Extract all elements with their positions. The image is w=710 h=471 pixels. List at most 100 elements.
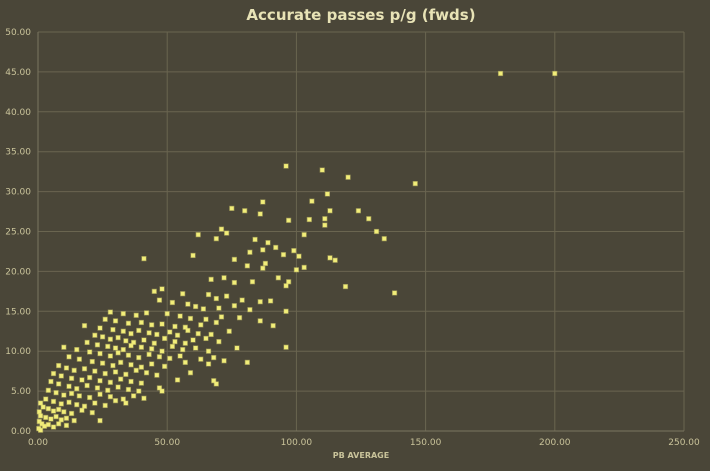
scatter-point: [366, 216, 372, 222]
scatter-point: [48, 416, 54, 422]
scatter-point: [159, 348, 165, 354]
scatter-point: [66, 399, 72, 405]
scatter-point: [99, 360, 106, 366]
scatter-point: [177, 313, 183, 319]
x-tick-label: 50.00: [154, 438, 180, 448]
scatter-point: [195, 331, 201, 337]
gridlines: [37, 31, 685, 432]
x-tick-label: 250.00: [668, 438, 700, 448]
scatter-point: [53, 390, 59, 396]
scatter-point: [105, 387, 111, 393]
scatter-point: [208, 331, 214, 338]
scatter-point: [205, 291, 212, 298]
scatter-point: [138, 364, 144, 370]
scatter-point: [154, 331, 160, 338]
scatter-point: [174, 377, 181, 383]
scatter-point: [497, 70, 504, 77]
scatter-point: [56, 421, 62, 427]
scatter-point: [125, 386, 132, 393]
y-tick-label: 15.00: [5, 307, 31, 317]
scatter-point: [213, 295, 219, 302]
scatter-point: [267, 298, 274, 304]
scatter-point: [229, 205, 235, 211]
x-tick-label: 0.00: [28, 438, 48, 448]
y-tick-label: 35.00: [5, 148, 31, 158]
scatter-point: [198, 322, 204, 328]
scatter-point: [234, 345, 240, 351]
scatter-point: [102, 402, 108, 409]
scatter-point: [71, 367, 77, 373]
scatter-point: [322, 222, 328, 228]
scatter-point: [231, 303, 237, 309]
scatter-point: [107, 309, 113, 315]
scatter-point: [275, 275, 281, 281]
scatter-point: [107, 353, 113, 359]
scatter-point: [68, 375, 75, 381]
scatter-point: [185, 301, 191, 307]
scatter-point: [107, 336, 113, 342]
scatter-point: [205, 348, 212, 354]
scatter-point: [94, 342, 101, 348]
scatter-point: [53, 414, 59, 420]
scatter-point: [345, 174, 351, 180]
scatter-point: [156, 354, 163, 360]
scatter-point: [156, 385, 163, 391]
scatter-point: [327, 255, 333, 261]
scatter-point: [283, 344, 289, 350]
scatter-point: [149, 346, 155, 352]
scatter-point: [99, 334, 106, 340]
scatter-point: [327, 208, 333, 214]
scatter-point: [112, 369, 119, 375]
scatter-point: [56, 381, 62, 387]
scatter-point: [68, 410, 75, 417]
chart-title: Accurate passes p/g (fwds): [246, 6, 475, 24]
scatter-point: [151, 340, 157, 346]
y-tick-label: 50.00: [5, 28, 31, 38]
scatter-point: [141, 395, 147, 401]
scatter-point: [61, 392, 67, 398]
scatter-point: [187, 315, 194, 322]
scatter-point: [221, 358, 227, 364]
scatter-point: [112, 398, 119, 404]
scatter-point: [156, 297, 163, 303]
y-tick-label: 40.00: [5, 108, 31, 118]
scatter-point: [180, 347, 186, 353]
scatter-point: [74, 402, 80, 408]
scatter-point: [216, 305, 222, 311]
scatter-point: [56, 362, 62, 369]
scatter-point: [63, 422, 70, 429]
scatter-point: [213, 319, 219, 326]
scatter-point: [63, 365, 70, 371]
y-tick-label: 45.00: [5, 68, 31, 78]
x-tick-label: 100.00: [281, 438, 313, 448]
scatter-point: [56, 406, 62, 413]
scatter-point: [63, 415, 70, 421]
scatter-point: [71, 418, 77, 424]
scatter-point: [128, 343, 134, 349]
scatter-point: [273, 244, 279, 251]
scatter-point: [123, 338, 129, 344]
scatter-point: [39, 421, 45, 427]
scatter-point: [105, 343, 111, 350]
scatter-point: [107, 394, 113, 400]
scatter-point: [45, 422, 51, 428]
scatter-point: [208, 276, 214, 282]
scatter-point: [45, 406, 51, 412]
scatter-point: [138, 319, 144, 326]
y-axis-ticks: 0.00 5.00 10.00 15.00 20.00 25.00 30.00 35.00 40…: [5, 28, 31, 437]
scatter-point: [138, 380, 144, 386]
scatter-point: [128, 362, 134, 368]
y-tick-label: 0.00: [11, 427, 31, 437]
scatter-point: [218, 314, 225, 320]
scatter-point: [162, 363, 168, 369]
scatter-point: [244, 359, 250, 365]
scatter-point: [89, 410, 95, 416]
scatter-point: [81, 403, 88, 409]
scatter-point: [260, 247, 266, 253]
scatter-point: [50, 370, 57, 377]
scatter-point: [200, 306, 206, 312]
scatter-point: [118, 359, 124, 365]
scatter-point: [182, 340, 188, 346]
scatter-point: [112, 318, 119, 324]
scatter-point: [260, 199, 266, 205]
